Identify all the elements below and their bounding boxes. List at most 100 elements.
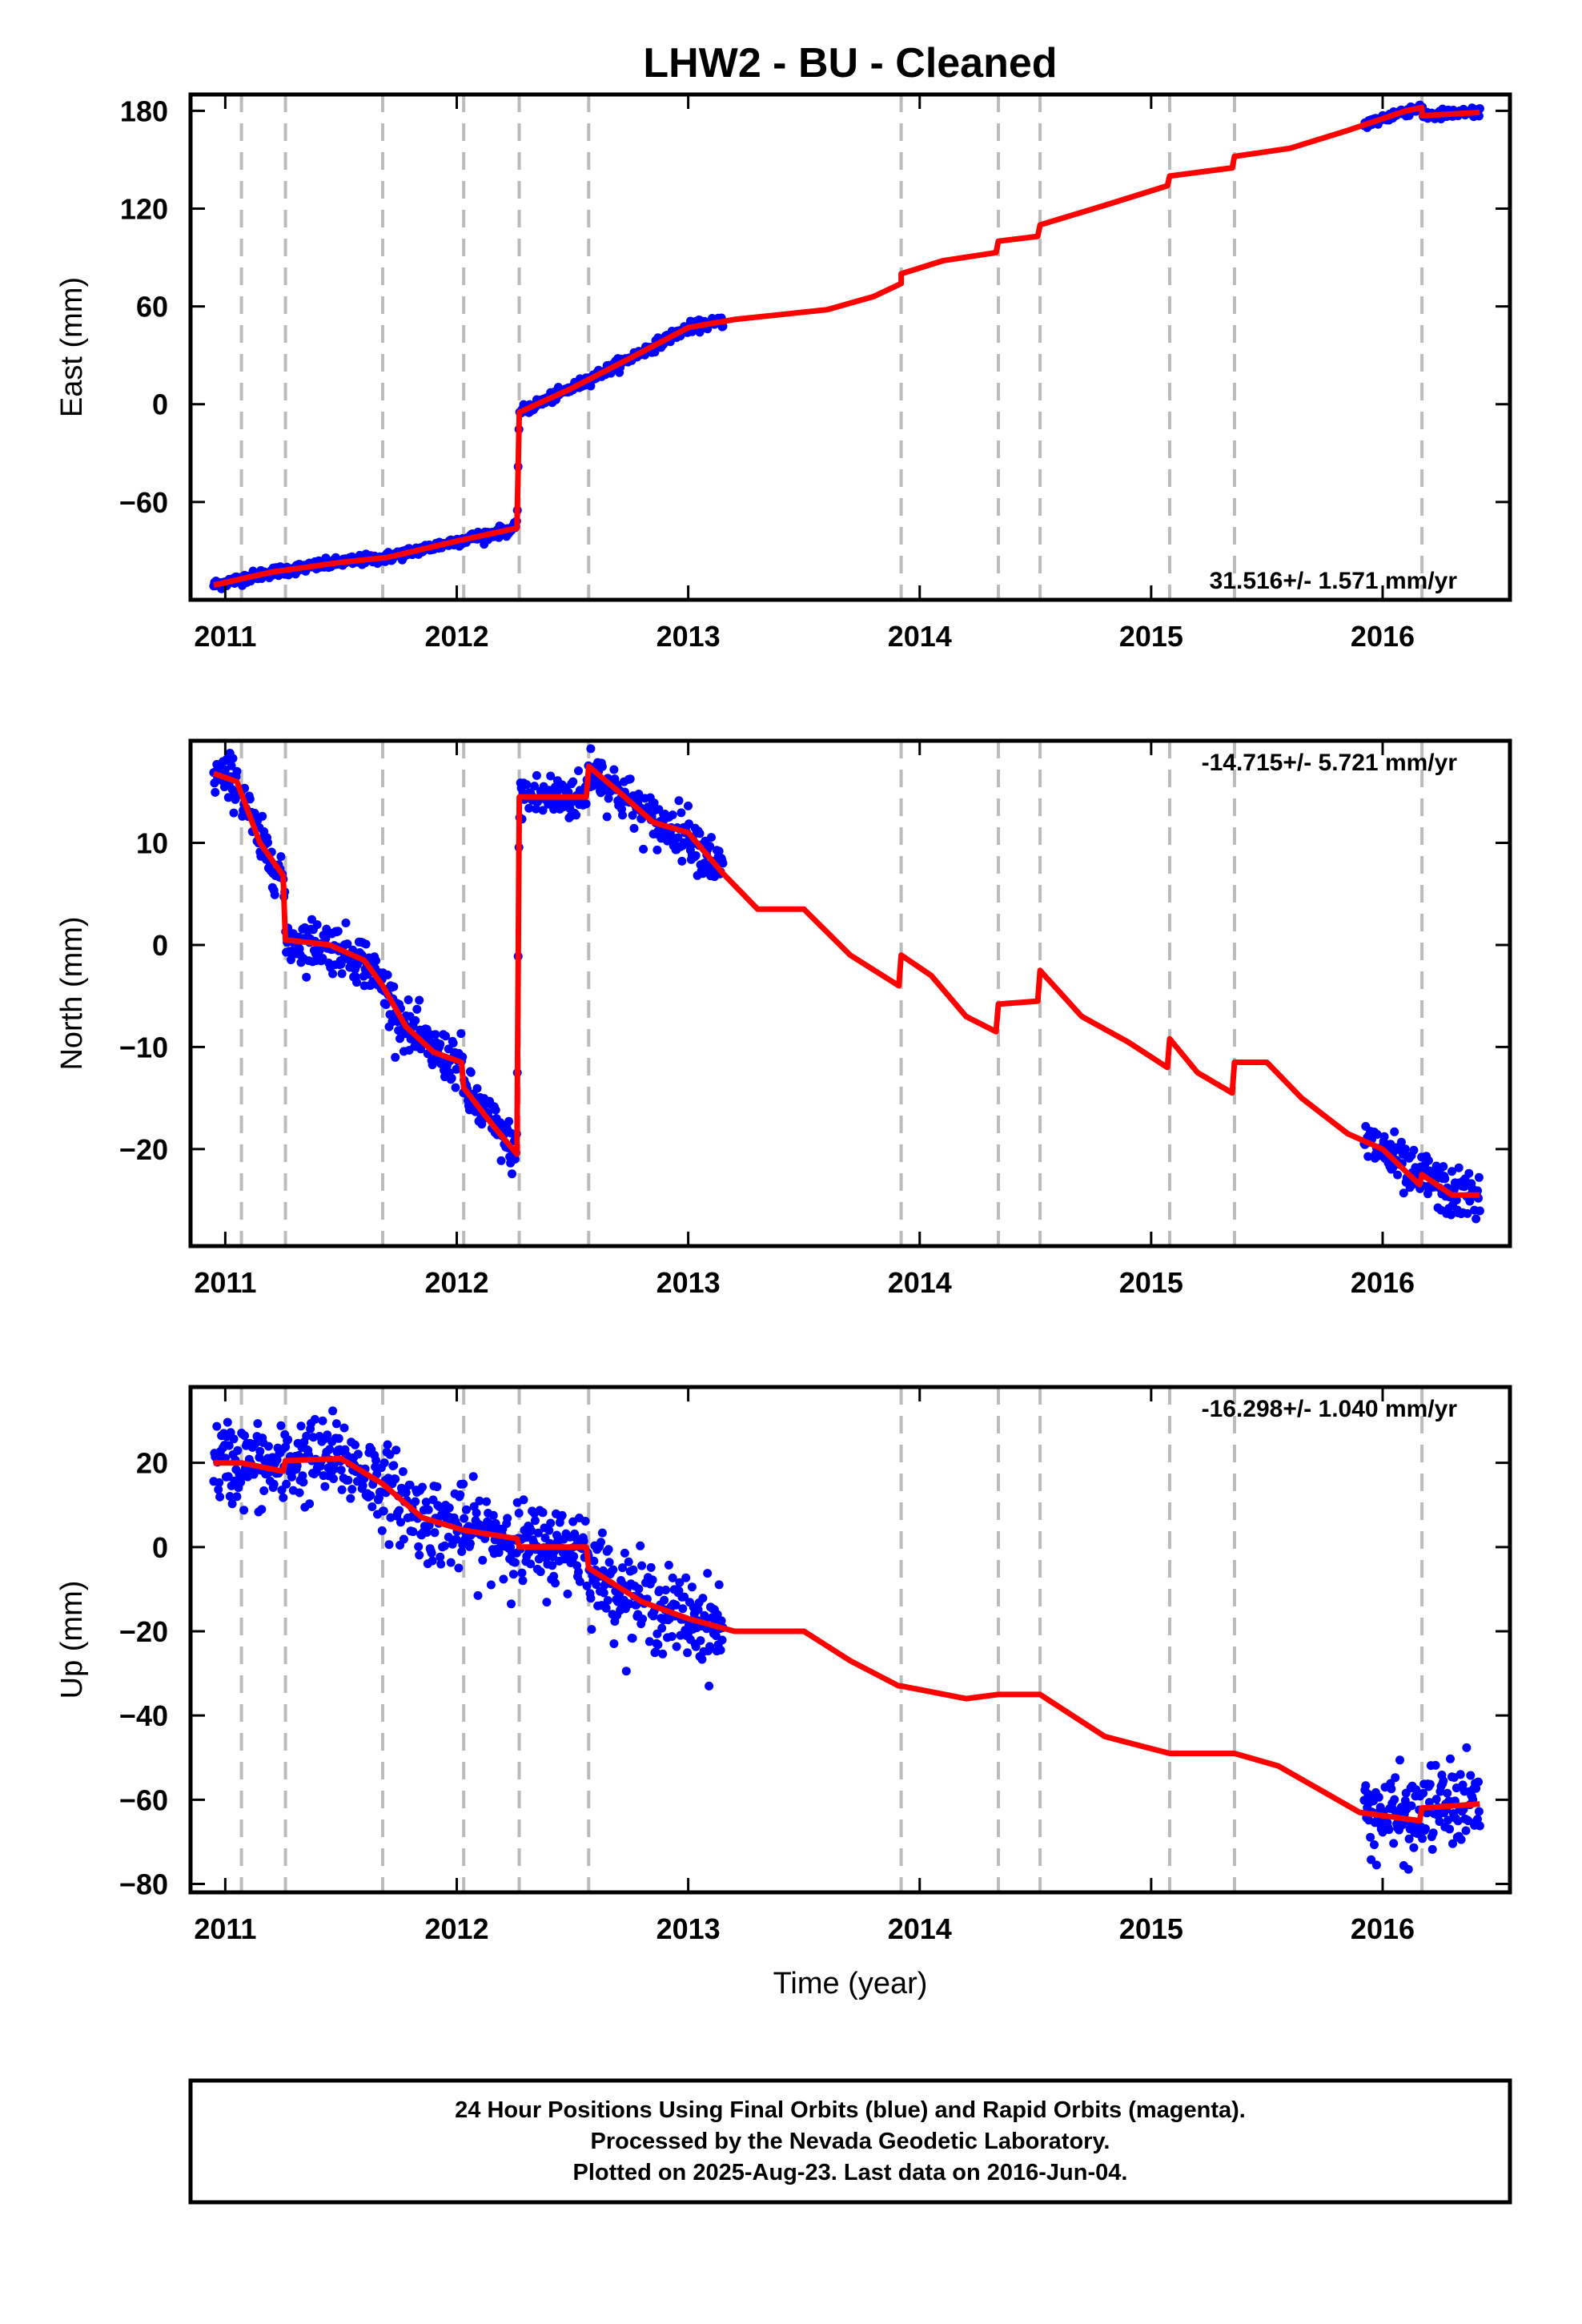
data-point: [391, 1474, 400, 1484]
data-point: [705, 1642, 715, 1651]
data-point: [519, 1495, 528, 1505]
data-point: [358, 1481, 367, 1490]
data-point: [239, 1506, 249, 1515]
data-point: [1447, 1210, 1456, 1220]
data-point: [1464, 1816, 1473, 1826]
y-tick-label: −10: [119, 1031, 168, 1063]
data-point: [1395, 1755, 1404, 1765]
data-point: [1475, 1821, 1484, 1831]
data-point: [695, 829, 705, 838]
data-point: [580, 1517, 590, 1526]
data-point: [1379, 1132, 1389, 1141]
data-point: [1461, 1826, 1471, 1835]
data-point: [517, 1568, 527, 1578]
data-point: [718, 858, 728, 868]
data-point: [1443, 1815, 1453, 1825]
data-point: [482, 1497, 492, 1506]
data-point: [581, 799, 591, 809]
data-point: [714, 1580, 724, 1590]
data-point: [353, 1449, 363, 1459]
data-point: [549, 1571, 559, 1581]
data-point: [524, 803, 534, 813]
data-point: [572, 810, 581, 820]
data-point: [1463, 1208, 1472, 1218]
data-point: [551, 1578, 560, 1588]
data-point: [441, 1031, 450, 1041]
data-point: [618, 1563, 627, 1573]
x-tick-label: 2012: [424, 1912, 488, 1945]
data-point: [1472, 1214, 1481, 1224]
data-point: [440, 1541, 449, 1550]
data-point: [451, 1083, 460, 1092]
data-point: [534, 1554, 544, 1564]
data-point: [448, 1039, 458, 1047]
rate-label: 31.516+/- 1.571 mm/yr: [1210, 568, 1458, 594]
data-point: [716, 1646, 725, 1655]
data-point: [428, 1556, 437, 1566]
x-tick-label: 2016: [1351, 620, 1415, 653]
rate-label: -14.715+/- 5.721 mm/yr: [1202, 750, 1458, 776]
data-point: [620, 1548, 629, 1558]
model-line: [212, 763, 1480, 1198]
data-points: [209, 1406, 1484, 1874]
data-point: [472, 1508, 481, 1518]
data-point: [1361, 1781, 1371, 1791]
data-point: [574, 1567, 583, 1577]
data-point: [1439, 1162, 1448, 1172]
data-point: [658, 1649, 668, 1659]
data-point: [272, 1455, 282, 1465]
y-tick-label: −20: [119, 1615, 168, 1648]
data-point: [1447, 1167, 1456, 1176]
data-point: [1393, 1170, 1403, 1180]
data-point: [1453, 1816, 1463, 1826]
data-point: [629, 823, 639, 833]
data-point: [405, 1480, 415, 1490]
data-point: [685, 819, 693, 829]
data-point: [621, 1667, 631, 1676]
data-point: [371, 1456, 381, 1466]
data-point: [236, 1478, 246, 1487]
data-point: [485, 1519, 494, 1528]
data-point: [1374, 1792, 1383, 1802]
footer-line-1: 24 Hour Positions Using Final Orbits (bl…: [455, 2097, 1246, 2123]
data-point: [1407, 1801, 1416, 1811]
x-tick-label: 2015: [1119, 620, 1183, 653]
data-point: [446, 1558, 456, 1567]
data-point: [628, 810, 637, 820]
data-point: [1452, 1196, 1461, 1205]
data-point: [664, 1560, 673, 1570]
data-point: [436, 1039, 445, 1049]
data-point: [705, 842, 715, 851]
data-point: [596, 1538, 605, 1547]
y-tick-label: 0: [152, 929, 168, 962]
data-point: [684, 801, 693, 810]
data-point: [674, 796, 684, 806]
data-point: [696, 1636, 705, 1646]
data-point: [347, 1485, 357, 1494]
data-point: [1363, 1152, 1373, 1161]
x-tick-label: 2011: [194, 1266, 256, 1299]
data-point: [1448, 1839, 1457, 1848]
data-point: [379, 1458, 389, 1468]
data-point: [270, 890, 279, 899]
data-point: [646, 1562, 656, 1572]
data-point: [625, 774, 635, 784]
data-point: [575, 1577, 584, 1586]
data-point: [660, 1595, 669, 1605]
y-tick-label: 20: [136, 1447, 168, 1480]
data-point: [714, 846, 724, 856]
data-point: [1370, 1840, 1379, 1849]
data-point: [628, 1565, 638, 1574]
data-point: [389, 1461, 399, 1470]
data-point: [698, 1594, 708, 1603]
data-point: [1418, 1834, 1427, 1844]
data-point: [456, 1029, 466, 1039]
data-point: [1400, 1796, 1410, 1805]
data-point: [339, 1423, 349, 1433]
data-point: [384, 1540, 394, 1550]
data-point: [343, 939, 352, 949]
data-point: [460, 1514, 469, 1523]
data-point: [258, 811, 267, 821]
data-point: [672, 1642, 681, 1651]
footer-line-2: Processed by the Nevada Geodetic Laborat…: [591, 2129, 1110, 2154]
